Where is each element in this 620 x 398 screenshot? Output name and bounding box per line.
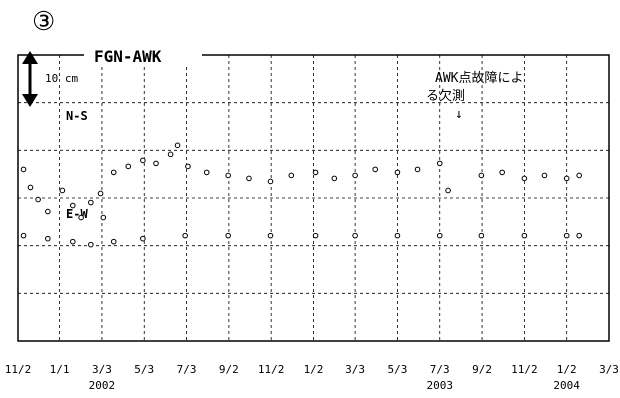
- panel-marker: ③: [32, 7, 55, 37]
- x-tick-label: 1/2: [557, 363, 577, 376]
- scale-bar: [22, 51, 38, 107]
- data-point: [27, 184, 34, 191]
- data-point: [436, 232, 443, 239]
- data-point: [174, 142, 181, 149]
- data-point: [312, 169, 319, 176]
- scale-bar-label: 10 cm: [45, 72, 78, 85]
- data-point: [110, 238, 117, 245]
- data-point: [88, 241, 94, 248]
- x-tick-label: 1/2: [304, 363, 324, 376]
- data-point: [35, 196, 41, 203]
- data-point: [499, 169, 505, 176]
- data-point: [140, 157, 146, 164]
- data-point: [167, 151, 174, 158]
- data-point: [267, 232, 274, 239]
- data-point: [182, 232, 188, 239]
- year-label: 2003: [426, 379, 453, 392]
- data-point: [352, 232, 358, 239]
- chart-title: FGN-AWK: [94, 47, 162, 66]
- x-tick-label: 9/2: [472, 363, 492, 376]
- data-point: [478, 232, 485, 239]
- data-point: [88, 199, 94, 206]
- x-tick-label: 3/3: [345, 363, 365, 376]
- x-tick-label: 11/2: [258, 363, 285, 376]
- x-tick-labels: 11/2 1/1 3/3 5/3 7/3 9/2 11/2 1/2 3/3 5/3 7/3 9/2 11…: [5, 363, 619, 376]
- x-tick-label: 5/3: [134, 363, 154, 376]
- data-point: [140, 235, 146, 242]
- data-point: [312, 232, 319, 239]
- data-points: [20, 142, 582, 248]
- data-point: [110, 169, 117, 176]
- data-point: [372, 166, 379, 173]
- data-point: [414, 166, 421, 173]
- data-point: [69, 202, 76, 209]
- data-point: [576, 172, 582, 179]
- x-tick-label: 7/3: [430, 363, 450, 376]
- data-point: [576, 232, 582, 239]
- x-tick-label: 11/2: [511, 363, 538, 376]
- data-point: [445, 187, 451, 194]
- annotation-line-2: る欠測: [426, 88, 465, 104]
- x-tick-label: 5/3: [387, 363, 407, 376]
- data-point: [59, 187, 66, 194]
- data-point: [246, 175, 252, 182]
- data-point: [267, 178, 274, 185]
- x-tick-label: 3/3: [599, 363, 619, 376]
- series-label-ew: E-W: [66, 207, 88, 221]
- data-point: [203, 169, 210, 176]
- data-point: [45, 235, 51, 242]
- data-point: [563, 232, 570, 239]
- year-labels: 2002 2003 2004: [89, 379, 581, 392]
- data-point: [153, 160, 159, 167]
- grid: [18, 55, 609, 341]
- data-point: [521, 175, 528, 182]
- data-point: [69, 238, 76, 245]
- data-point: [521, 232, 528, 239]
- data-point: [100, 214, 107, 221]
- data-point: [436, 160, 443, 167]
- data-point: [288, 172, 295, 179]
- data-point: [45, 208, 51, 215]
- data-point: [125, 163, 132, 170]
- data-point: [185, 163, 191, 170]
- data-point: [97, 190, 104, 197]
- year-label: 2002: [89, 379, 116, 392]
- year-label: 2004: [553, 379, 580, 392]
- x-tick-label: 9/2: [219, 363, 239, 376]
- x-tick-label: 11/2: [5, 363, 32, 376]
- data-point: [394, 169, 401, 176]
- data-point: [78, 214, 84, 221]
- data-point: [563, 175, 570, 182]
- data-point: [225, 232, 231, 239]
- plot-frame: [17, 54, 610, 342]
- x-tick-label: 7/3: [177, 363, 197, 376]
- data-point: [225, 172, 231, 179]
- data-point: [394, 232, 401, 239]
- x-tick-label: 3/3: [92, 363, 112, 376]
- x-tick-label: 1/1: [50, 363, 70, 376]
- data-point: [478, 172, 485, 179]
- data-point: [20, 166, 27, 173]
- data-point: [352, 172, 358, 179]
- data-point: [20, 232, 27, 239]
- title-background: [84, 42, 202, 64]
- data-point: [331, 175, 338, 182]
- annotation-arrow: ↓: [455, 107, 463, 122]
- series-label-ns: N-S: [66, 109, 88, 123]
- annotation-line-1: AWK点故障によ: [435, 71, 523, 86]
- data-point: [541, 172, 548, 179]
